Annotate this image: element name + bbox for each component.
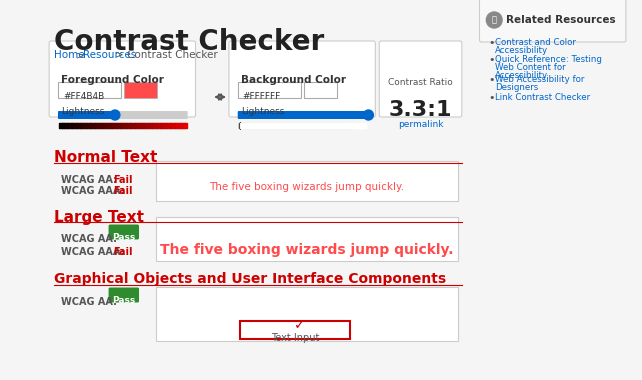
Text: Contrast and Color: Contrast and Color xyxy=(495,38,576,47)
FancyBboxPatch shape xyxy=(108,288,139,302)
FancyBboxPatch shape xyxy=(49,41,196,117)
Text: WCAG AA:: WCAG AA: xyxy=(61,234,117,244)
Text: Foreground Color: Foreground Color xyxy=(61,75,164,85)
Text: WCAG AAA:: WCAG AAA: xyxy=(61,247,125,257)
FancyBboxPatch shape xyxy=(238,82,300,98)
FancyBboxPatch shape xyxy=(156,161,458,201)
FancyBboxPatch shape xyxy=(58,111,114,119)
FancyBboxPatch shape xyxy=(239,321,350,339)
Text: Quick Reference: Testing: Quick Reference: Testing xyxy=(495,55,602,64)
Text: ✓: ✓ xyxy=(294,318,306,332)
Circle shape xyxy=(363,110,374,120)
FancyBboxPatch shape xyxy=(229,41,376,117)
Text: Contrast Checker: Contrast Checker xyxy=(54,28,324,56)
Text: 🔗: 🔗 xyxy=(492,16,497,24)
Circle shape xyxy=(487,12,502,28)
Text: permalink: permalink xyxy=(398,120,443,129)
Text: Lightness: Lightness xyxy=(241,107,284,116)
Text: #FF4B4B: #FF4B4B xyxy=(63,92,104,101)
FancyBboxPatch shape xyxy=(58,82,121,98)
Text: Related Resources: Related Resources xyxy=(506,15,616,25)
FancyBboxPatch shape xyxy=(58,111,187,119)
FancyBboxPatch shape xyxy=(379,41,462,117)
FancyBboxPatch shape xyxy=(124,82,157,98)
Text: WCAG AA:: WCAG AA: xyxy=(61,297,117,307)
Text: Accessibility: Accessibility xyxy=(495,46,548,55)
Text: #FFFFFF: #FFFFFF xyxy=(243,92,281,101)
Circle shape xyxy=(110,110,120,120)
Text: Large Text: Large Text xyxy=(54,210,144,225)
Text: Designers: Designers xyxy=(495,83,539,92)
Text: Web Content for: Web Content for xyxy=(495,63,566,72)
Text: Fail: Fail xyxy=(113,186,132,196)
Text: Home: Home xyxy=(54,50,85,60)
Text: •: • xyxy=(489,38,495,48)
Text: Normal Text: Normal Text xyxy=(54,150,157,165)
FancyBboxPatch shape xyxy=(156,287,458,341)
Text: Background Color: Background Color xyxy=(241,75,346,85)
Text: Fail: Fail xyxy=(113,175,132,185)
Text: Contrast Ratio: Contrast Ratio xyxy=(388,78,453,87)
FancyBboxPatch shape xyxy=(156,217,458,261)
Text: Link Contrast Checker: Link Contrast Checker xyxy=(495,93,591,102)
Text: Pass: Pass xyxy=(112,296,135,305)
Text: >: > xyxy=(76,50,84,60)
Text: Accessibility: Accessibility xyxy=(495,71,548,80)
Text: Web Accessibility for: Web Accessibility for xyxy=(495,75,585,84)
Text: •: • xyxy=(489,75,495,85)
FancyBboxPatch shape xyxy=(238,111,367,119)
FancyBboxPatch shape xyxy=(108,225,139,239)
Text: Text Input: Text Input xyxy=(270,333,319,343)
Text: Lightness: Lightness xyxy=(61,107,104,116)
Text: > Contrast Checker: > Contrast Checker xyxy=(115,50,218,60)
Text: The five boxing wizards jump quickly.: The five boxing wizards jump quickly. xyxy=(160,243,453,257)
Text: WCAG AAA:: WCAG AAA: xyxy=(61,186,125,196)
FancyBboxPatch shape xyxy=(304,82,337,98)
FancyBboxPatch shape xyxy=(238,111,367,119)
Text: WCAG AA:: WCAG AA: xyxy=(61,175,117,185)
Text: Fail: Fail xyxy=(113,247,132,257)
FancyBboxPatch shape xyxy=(480,0,626,42)
Text: •: • xyxy=(489,93,495,103)
Text: 3.3:1: 3.3:1 xyxy=(389,100,452,120)
Text: •: • xyxy=(489,55,495,65)
Text: Resources: Resources xyxy=(83,50,136,60)
Text: The five boxing wizards jump quickly.: The five boxing wizards jump quickly. xyxy=(209,182,404,192)
Text: Graphical Objects and User Interface Components: Graphical Objects and User Interface Com… xyxy=(54,272,446,286)
Text: Pass: Pass xyxy=(112,233,135,242)
